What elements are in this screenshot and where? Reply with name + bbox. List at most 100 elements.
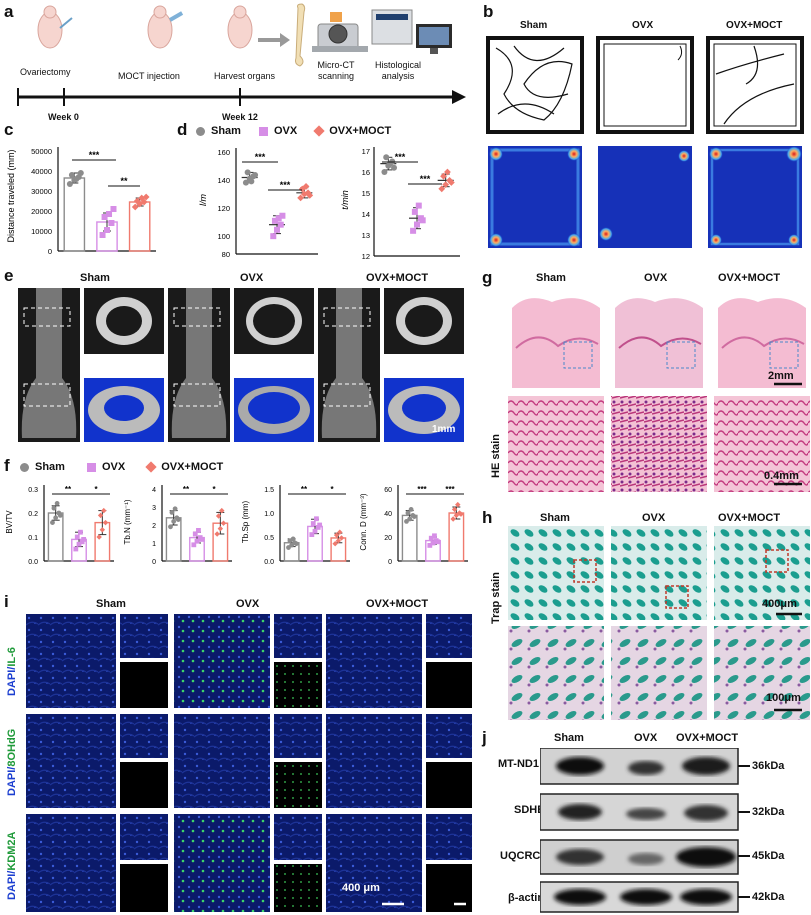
data-point bbox=[271, 217, 278, 224]
panel-f-letter: f bbox=[4, 456, 10, 475]
chart-f1-ylabel: BV/TV bbox=[5, 510, 14, 534]
tick-label: 4 bbox=[152, 487, 156, 494]
tick-label: 0.2 bbox=[28, 511, 38, 518]
data-point bbox=[309, 532, 315, 537]
sig-marker: *** bbox=[420, 174, 431, 184]
data-point bbox=[252, 171, 259, 178]
data-point bbox=[405, 510, 411, 516]
micro-ct-ovx-moct bbox=[318, 288, 464, 442]
data-point bbox=[220, 520, 227, 526]
micro-ct-label-ovx: OVX bbox=[240, 272, 264, 284]
micro-ct-scale-label: 1mm bbox=[432, 424, 456, 435]
data-point bbox=[57, 513, 63, 518]
legend-label-sham: Sham bbox=[35, 461, 65, 473]
data-point bbox=[290, 536, 296, 542]
if-row-il6 bbox=[26, 614, 472, 708]
western-blot bbox=[540, 748, 750, 913]
femur-icon bbox=[295, 3, 306, 67]
data-point bbox=[104, 227, 110, 233]
timeline-arrowhead bbox=[452, 90, 466, 104]
micro-ct-label-ovx-moct: OVX+MOCT bbox=[366, 272, 429, 284]
trap-image-sham-high bbox=[508, 626, 604, 720]
data-point bbox=[77, 170, 84, 176]
data-point bbox=[110, 206, 117, 212]
trap-image-sham-low bbox=[508, 526, 604, 620]
panel-e-letter: e bbox=[4, 266, 14, 285]
legend-marker-ovx bbox=[258, 126, 268, 136]
trap-label-ovx: OVX bbox=[642, 512, 666, 524]
if-row-marker: 8OHdG bbox=[6, 728, 18, 767]
arrow-icon bbox=[258, 33, 290, 47]
sig-marker: *** bbox=[417, 485, 427, 494]
tick-label: 40000 bbox=[31, 167, 52, 176]
tick-label: 20 bbox=[384, 535, 392, 542]
legend-marker-ovx-moct bbox=[145, 461, 157, 473]
data-point bbox=[196, 528, 201, 533]
week-12-label: Week 12 bbox=[222, 112, 258, 122]
panel-h-letter: h bbox=[482, 508, 493, 527]
trap-label-ovx-moct: OVX+MOCT bbox=[718, 512, 781, 524]
data-point bbox=[314, 516, 319, 522]
tick-label: 100 bbox=[217, 232, 230, 241]
panel-d-legend: Sham OVX OVX+MOCT bbox=[196, 124, 391, 138]
trap-stain-images bbox=[508, 526, 810, 720]
trap-label-sham: Sham bbox=[540, 512, 570, 524]
he-scale-bottom: 0.4mm bbox=[764, 470, 799, 482]
data-point bbox=[315, 525, 321, 530]
wb-strip-uqcrc1 bbox=[540, 839, 739, 875]
data-point bbox=[450, 516, 456, 522]
tick-label: 14 bbox=[362, 210, 370, 219]
data-point bbox=[312, 528, 318, 534]
panel-a-letter: a bbox=[4, 2, 14, 21]
data-point bbox=[175, 517, 181, 522]
distance-traveled-chart: Distance traveled (mm) 50000 40000 30000… bbox=[6, 147, 156, 256]
data-point bbox=[66, 181, 73, 187]
if-row-label-il6: DAPI/IL-6 bbox=[6, 620, 24, 710]
mouse-icon bbox=[147, 5, 184, 49]
he-image-ovx-low bbox=[611, 288, 707, 388]
wb-protein-sdhb: SDHB bbox=[514, 804, 546, 816]
track-trace-ovx bbox=[596, 36, 694, 134]
tick-label: 0.3 bbox=[28, 487, 38, 494]
sig-marker: ** bbox=[183, 485, 190, 494]
data-point bbox=[317, 522, 323, 528]
tick-label: 30000 bbox=[31, 187, 52, 196]
wb-strip-beta-actin bbox=[540, 881, 739, 913]
data-point bbox=[99, 527, 106, 533]
data-point bbox=[73, 546, 79, 552]
wb-strip-mt-nd1 bbox=[540, 748, 739, 785]
data-point bbox=[270, 233, 277, 240]
data-point bbox=[217, 525, 224, 532]
data-point bbox=[108, 220, 115, 226]
data-point bbox=[408, 507, 414, 512]
tick-label: 13 bbox=[362, 231, 370, 240]
panel-f-legend: Sham OVX OVX+MOCT bbox=[20, 460, 223, 474]
data-point bbox=[99, 232, 106, 238]
data-point bbox=[54, 501, 60, 506]
if-label-ovx-moct: OVX+MOCT bbox=[366, 598, 429, 610]
chart-d-right-plot bbox=[373, 147, 460, 257]
data-point bbox=[172, 506, 178, 512]
data-point bbox=[332, 541, 338, 547]
he-image-moct-high bbox=[714, 396, 810, 492]
open-field-label-ovx: OVX bbox=[632, 20, 654, 31]
sig-marker: * bbox=[94, 485, 98, 494]
tick-label: 160 bbox=[217, 148, 230, 157]
legend-marker-sham bbox=[196, 126, 205, 136]
trap-image-ovx-high bbox=[611, 626, 707, 720]
he-image-sham-high bbox=[508, 396, 604, 492]
step-label-moct-injection: MOCT injection bbox=[118, 71, 180, 81]
chart-f2-plot bbox=[161, 485, 232, 562]
sig-marker: ** bbox=[65, 485, 72, 494]
tick-label: 0.1 bbox=[28, 535, 38, 542]
chart-d-left-ylabel: l/m bbox=[198, 194, 208, 207]
sig-marker: * bbox=[212, 485, 216, 494]
step-label-ovariectomy: Ovariectomy bbox=[20, 67, 71, 77]
tick-label: 140 bbox=[217, 176, 230, 185]
if-row-prefix: DAPI/ bbox=[6, 870, 18, 900]
bar bbox=[128, 201, 151, 252]
if-row-marker: IL-6 bbox=[6, 647, 18, 667]
wb-kda-sdhb: 32kDa bbox=[752, 806, 785, 818]
tick-label: 0 bbox=[152, 559, 156, 566]
data-point bbox=[76, 541, 82, 547]
